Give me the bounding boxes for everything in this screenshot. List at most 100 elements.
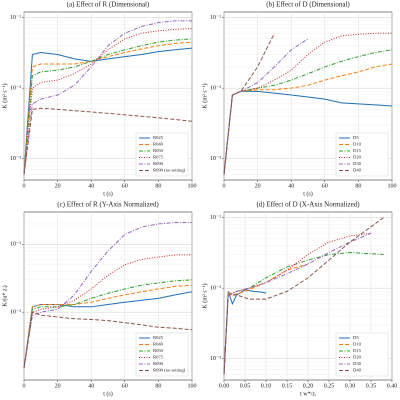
panel-title: (a) Effect of R (Dimensional): [67, 1, 150, 9]
x-tick-label: 60: [122, 183, 128, 189]
legend-label: R075: [153, 155, 164, 160]
x-tick-label: 0: [23, 183, 26, 189]
panel: (b) Effect of D (Dimensional) 10⁻³ 10⁻² 10⁻…: [201, 1, 396, 198]
series-line: [23, 222, 192, 369]
y-tick-label: 10⁻²: [210, 86, 221, 92]
series-line: [223, 32, 392, 175]
series-line: [23, 284, 193, 369]
legend-label: D20: [353, 355, 362, 360]
legend-label: D30: [353, 361, 362, 366]
y-axis-label: K (m² s⁻¹): [1, 83, 8, 108]
legend-label: D40: [353, 168, 362, 173]
legend-label: D5: [353, 135, 359, 140]
x-tick-label: 0.05: [240, 383, 251, 389]
legend-label: R090 (no setting): [153, 368, 186, 373]
x-tick-label: 0.00: [219, 383, 230, 389]
x-tick-label: 0.40: [387, 383, 398, 389]
legend-label: R050: [153, 148, 164, 153]
series-line: [23, 41, 193, 175]
legend-label: D5: [353, 335, 359, 340]
y-tick-label: 10⁻²: [10, 310, 21, 316]
x-axis-label: t (s): [103, 190, 113, 197]
legend-label: R025: [153, 135, 164, 140]
panel: (c) Effect of R (Y-Axis Normalized) 10⁻² 1…: [1, 201, 196, 398]
series-line: [23, 20, 192, 175]
legend-label: R090 (no setting): [153, 168, 186, 173]
panel: (d) Effect of D (X-Axis Normalized) 10⁻³ 1…: [201, 201, 397, 398]
y-tick-label: 10⁻³: [10, 156, 21, 162]
x-tick-label: 100: [188, 383, 197, 389]
x-tick-label: 80: [155, 183, 161, 189]
legend-label: R040: [153, 342, 164, 347]
x-tick-label: 100: [188, 183, 197, 189]
legend-label: R090: [153, 161, 164, 166]
y-tick-label: 10⁻¹: [210, 15, 221, 21]
legend-box: [135, 132, 189, 177]
series-line: [23, 107, 193, 175]
series-line: [223, 49, 393, 175]
y-axis-label: K (m² s⁻¹): [201, 83, 208, 108]
x-axis-label: t w*/zᵢ: [300, 391, 316, 397]
x-tick-label: 60: [122, 383, 128, 389]
x-tick-label: 0.30: [345, 383, 356, 389]
legend-label: D30: [353, 161, 362, 166]
series-line: [23, 311, 193, 369]
legend-label: R050: [153, 348, 164, 353]
x-tick-label: 40: [88, 183, 94, 189]
legend-label: R040: [153, 142, 164, 147]
legend-label: R025: [153, 335, 164, 340]
series-line: [23, 38, 193, 175]
legend-label: D20: [353, 155, 362, 160]
legend-box: [335, 332, 389, 377]
x-tick-label: 0.15: [282, 383, 293, 389]
x-tick-label: 0.20: [303, 383, 314, 389]
x-tick-label: 0: [223, 183, 226, 189]
series-line: [23, 28, 193, 175]
x-tick-label: 0: [23, 383, 26, 389]
x-tick-label: 40: [88, 383, 94, 389]
y-axis-label: K/(u* zᵢ): [1, 285, 8, 306]
legend-label: R075: [153, 355, 164, 360]
x-tick-label: 20: [55, 383, 61, 389]
x-tick-label: 20: [55, 183, 61, 189]
panel-title: (d) Effect of D (X-Axis Normalized): [256, 201, 360, 209]
y-tick-label: 10⁻¹: [10, 242, 21, 248]
panel-title: (c) Effect of R (Y-Axis Normalized): [57, 201, 159, 209]
y-tick-label: 10⁻³: [210, 156, 221, 162]
x-tick-label: 60: [322, 183, 328, 189]
series-line: [23, 279, 193, 369]
y-axis-label: K (m² s⁻¹): [201, 283, 208, 308]
legend-label: D40: [353, 368, 362, 373]
series-line: [23, 47, 193, 175]
x-tick-label: 80: [355, 183, 361, 189]
panel: (a) Effect of R (Dimensional) 10⁻³ 10⁻² 10⁻…: [1, 1, 196, 198]
legend-box: [335, 132, 389, 177]
y-tick-label: 10⁻²: [210, 286, 221, 292]
series-line: [223, 38, 309, 175]
series-line: [223, 232, 372, 375]
y-tick-label: 10⁻²: [10, 86, 21, 92]
legend-label: D10: [353, 142, 362, 147]
x-tick-label: 80: [155, 383, 161, 389]
x-tick-label: 20: [255, 183, 261, 189]
x-tick-label: 0.10: [261, 383, 272, 389]
x-tick-label: 0.25: [324, 383, 335, 389]
legend-label: R090: [153, 361, 164, 366]
y-tick-label: 10⁻¹: [10, 15, 21, 21]
legend-box: [135, 332, 189, 377]
x-tick-label: 0.35: [366, 383, 377, 389]
legend-label: D15: [353, 348, 362, 353]
series-line: [223, 232, 372, 375]
legend-label: D10: [353, 342, 362, 347]
legend-label: D15: [353, 148, 362, 153]
y-tick-label: 10⁻³: [210, 356, 221, 362]
x-tick-label: 40: [288, 183, 294, 189]
x-tick-label: 100: [388, 183, 397, 189]
x-axis-label: t (s): [303, 190, 313, 197]
x-axis-label: t (s): [103, 390, 113, 397]
